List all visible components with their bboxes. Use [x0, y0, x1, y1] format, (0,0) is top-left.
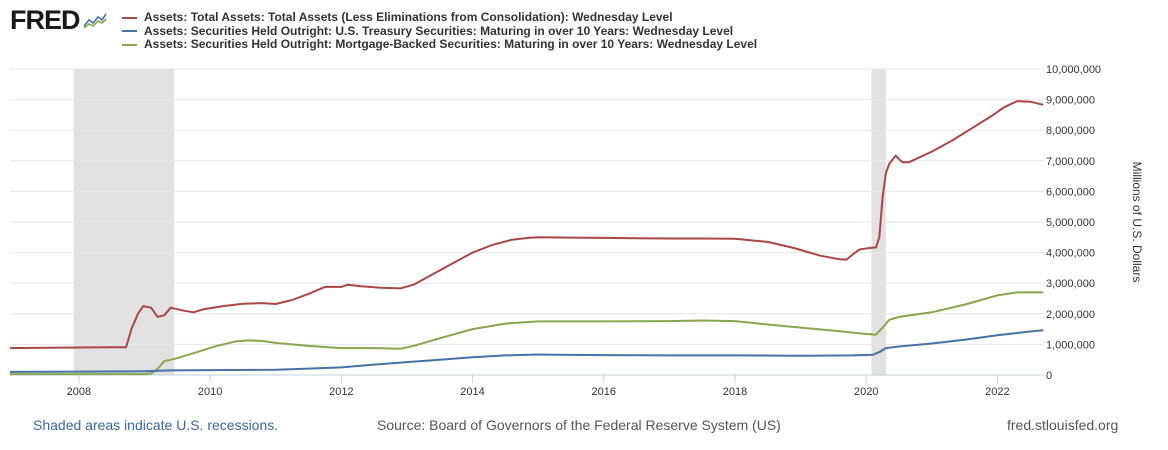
y-tick-label: 9,000,000 — [1046, 95, 1095, 107]
fred-logo[interactable]: FRED — [10, 5, 107, 35]
source-note: Source: Board of Governors of the Federa… — [377, 417, 781, 433]
y-tick-label: 6,000,000 — [1046, 186, 1095, 198]
legend-swatch — [122, 43, 137, 46]
y-tick-label: 5,000,000 — [1046, 217, 1095, 229]
y-axis-title: Millions of U.S. Dollars — [1130, 162, 1144, 283]
line-chart-icon — [82, 11, 107, 29]
legend-swatch — [122, 16, 137, 19]
x-tick-label: 2010 — [198, 386, 222, 398]
y-tick-label: 2,000,000 — [1046, 309, 1095, 321]
series-line-2[interactable] — [10, 291, 1044, 376]
site-link[interactable]: fred.stlouisfed.org — [1007, 417, 1119, 433]
x-tick-label: 2018 — [723, 386, 747, 398]
legend-item[interactable]: Assets: Total Assets: Total Assets (Less… — [122, 10, 757, 25]
legend-label: Assets: Total Assets: Total Assets (Less… — [144, 10, 673, 24]
legend-label: Assets: Securities Held Outright: Mortga… — [144, 37, 758, 51]
x-tick-label: 2008 — [67, 386, 91, 398]
legend-item[interactable]: Assets: Securities Held Outright: Mortga… — [122, 37, 758, 52]
series-group — [9, 100, 1044, 376]
legend-label: Assets: Securities Held Outright: U.S. T… — [144, 23, 734, 38]
y-tick-label: 3,000,000 — [1046, 278, 1095, 290]
y-tick-label: 10,000,000 — [1046, 64, 1101, 76]
x-tick-label: 2014 — [460, 386, 484, 398]
x-tick-label: 2022 — [985, 386, 1009, 398]
x-tick-label: 2012 — [329, 386, 353, 398]
series-line-1[interactable] — [9, 329, 1044, 373]
gridlines — [10, 68, 1044, 376]
recession-note: Shaded areas indicate U.S. recessions. — [33, 417, 279, 433]
x-tick-label: 2020 — [854, 386, 878, 398]
x-axis: 2008 2010 2012 2014 2016 2018 2020 2022 — [67, 375, 1010, 398]
legend-item[interactable]: Assets: Securities Held Outright: U.S. T… — [122, 23, 757, 39]
x-tick-label: 2016 — [592, 386, 616, 398]
series-line-0[interactable] — [9, 100, 1044, 350]
legend: Assets: Total Assets: Total Assets (Less… — [122, 10, 758, 52]
legend-swatch — [122, 30, 137, 33]
y-tick-label: 4,000,000 — [1046, 248, 1095, 260]
y-axis: 0 1,000,000 2,000,000 3,000,000 4,000,000 5,0… — [1046, 64, 1101, 382]
fred-wordmark: FRED — [10, 5, 80, 35]
y-tick-label: 8,000,000 — [1046, 125, 1095, 137]
y-tick-label: 7,000,000 — [1046, 156, 1095, 168]
y-tick-label: 1,000,000 — [1046, 339, 1095, 351]
y-tick-label: 0 — [1046, 370, 1052, 382]
